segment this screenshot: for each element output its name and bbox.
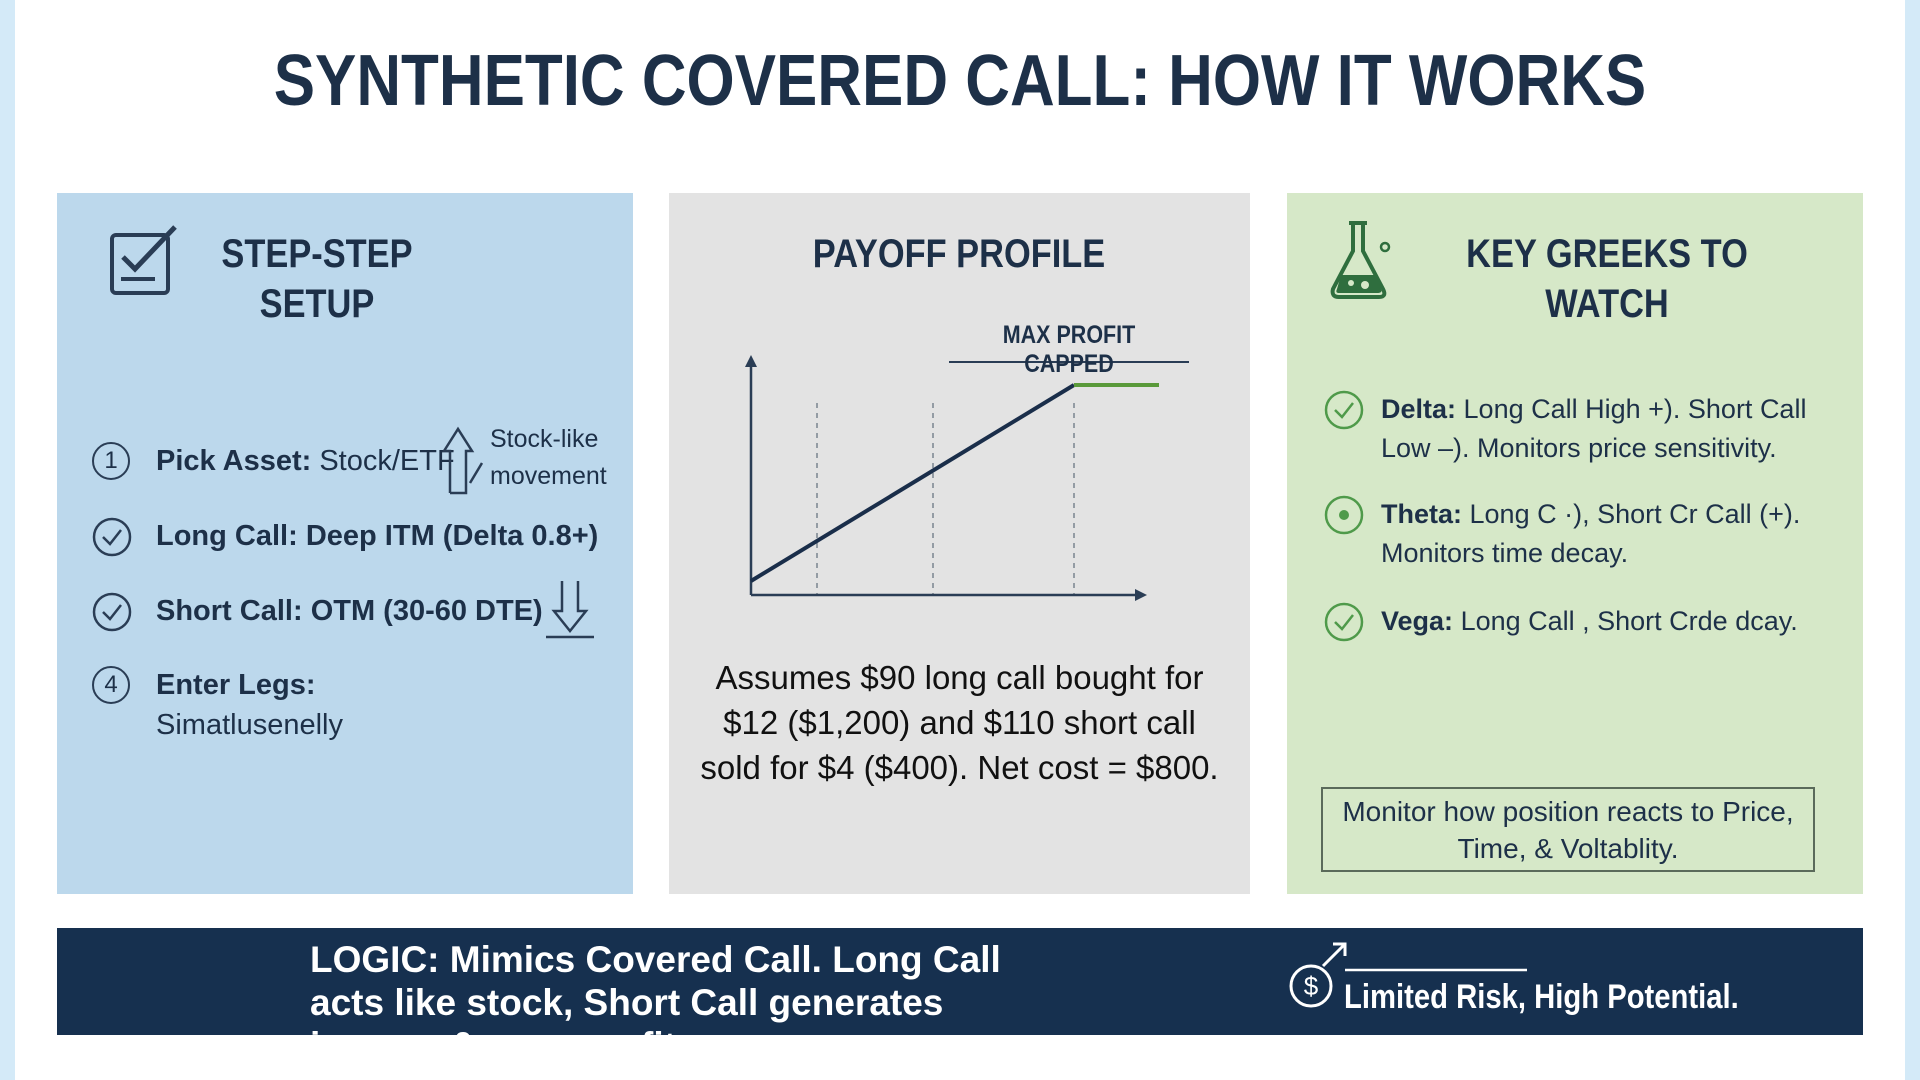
tagline-text: Limited Risk, High Potential. <box>1344 978 1739 1016</box>
step: Long Call: Deep ITM (Delta 0.8+) <box>156 516 598 556</box>
greek-text: Long Call High +). Short Call Low –). Mo… <box>1381 394 1807 463</box>
step-text: Simatlusenelly <box>156 709 343 741</box>
greeks-panel: KEY GREEKS TO WATCH Delta: Long Call Hig… <box>1287 193 1863 894</box>
canvas: SYNTHETIC COVERED CALL: HOW IT WORKS STE… <box>15 0 1905 1080</box>
setup-panel: STEP-STEP SETUP 1 Pick Asset: Stock/ETF … <box>57 193 633 894</box>
step: Enter Legs: Simatlusenelly <box>156 665 456 745</box>
check-icon <box>92 517 132 557</box>
footer-logic: LOGIC: Mimics Covered Call. Long Call ac… <box>310 939 1001 1066</box>
payoff-diagram <box>745 355 1189 601</box>
step-label: Long Call: <box>156 520 298 552</box>
payoff-caption: Assumes $90 long call bought for $12 ($1… <box>700 659 1219 786</box>
step-label: Enter Legs: <box>156 669 316 701</box>
setup-title: STEP-STEP SETUP <box>197 229 437 329</box>
check-icon <box>92 592 132 632</box>
footer-tagline: Limited Risk, High Potential. <box>1344 978 1803 1017</box>
footer-banner: LOGIC: Mimics Covered Call. Long Call ac… <box>57 928 1863 1066</box>
greek-label: Vega: <box>1381 606 1454 636</box>
title-text: SYNTHETIC COVERED CALL: HOW IT WORKS <box>273 41 1647 121</box>
greek-item: Delta: Long Call High +). Short Call Low… <box>1381 390 1831 468</box>
step: Short Call: OTM (30-60 DTE) <box>156 591 543 631</box>
step-marker: 4 <box>92 666 130 704</box>
greek-label: Theta: <box>1381 499 1462 529</box>
up-arrow-icon <box>442 426 484 495</box>
greek-item: Vega: Long Call , Short Crde dcay. <box>1381 602 1831 641</box>
step-text: Stock/ETF <box>319 445 455 477</box>
greeks-title-text: KEY GREEKS TO WATCH <box>1466 232 1748 326</box>
svg-text:$: $ <box>1304 971 1319 1001</box>
check-icon <box>1324 390 1364 430</box>
setup-title-text: STEP-STEP SETUP <box>221 232 413 326</box>
page-title: SYNTHETIC COVERED CALL: HOW IT WORKS <box>15 40 1905 122</box>
money-icon: $ <box>1289 942 1527 1008</box>
step-label: Pick Asset: <box>156 445 312 477</box>
payoff-annotation: MAX PROFIT CAPPED <box>949 321 1189 379</box>
dot-icon <box>1324 495 1364 535</box>
payoff-title-text: PAYOFF PROFILE <box>813 232 1106 276</box>
payoff-panel: PAYOFF PROFILE MAX PROFIT CAPPED Assumes… <box>669 193 1250 894</box>
step-note: Stock-like movement <box>490 425 607 490</box>
greek-item: Theta: Long C ·), Short Cr Call (+). Mon… <box>1381 495 1831 573</box>
checklist-icon <box>110 225 177 295</box>
greek-text: Long Call , Short Crde dcay. <box>1460 606 1798 636</box>
flask-icon <box>1330 221 1391 299</box>
step-text: OTM (30-60 DTE) <box>310 595 543 627</box>
greek-text: Long C ·), Short Cr Call (+). Monitors t… <box>1381 499 1801 568</box>
step: Pick Asset: Stock/ETF <box>156 441 455 481</box>
annotation-text: MAX PROFIT CAPPED <box>1002 321 1136 378</box>
step-label: Short Call: <box>156 595 303 627</box>
greeks-note: Monitor how position reacts to Price, Ti… <box>1321 787 1815 872</box>
step-marker: 1 <box>92 442 130 480</box>
down-arrow-icon <box>546 581 594 639</box>
greek-label: Delta: <box>1381 394 1457 424</box>
step-text: Deep ITM (Delta 0.8+) <box>305 520 599 552</box>
payoff-title: PAYOFF PROFILE <box>669 229 1250 279</box>
check-icon <box>1324 602 1364 642</box>
greeks-title: KEY GREEKS TO WATCH <box>1437 229 1777 329</box>
